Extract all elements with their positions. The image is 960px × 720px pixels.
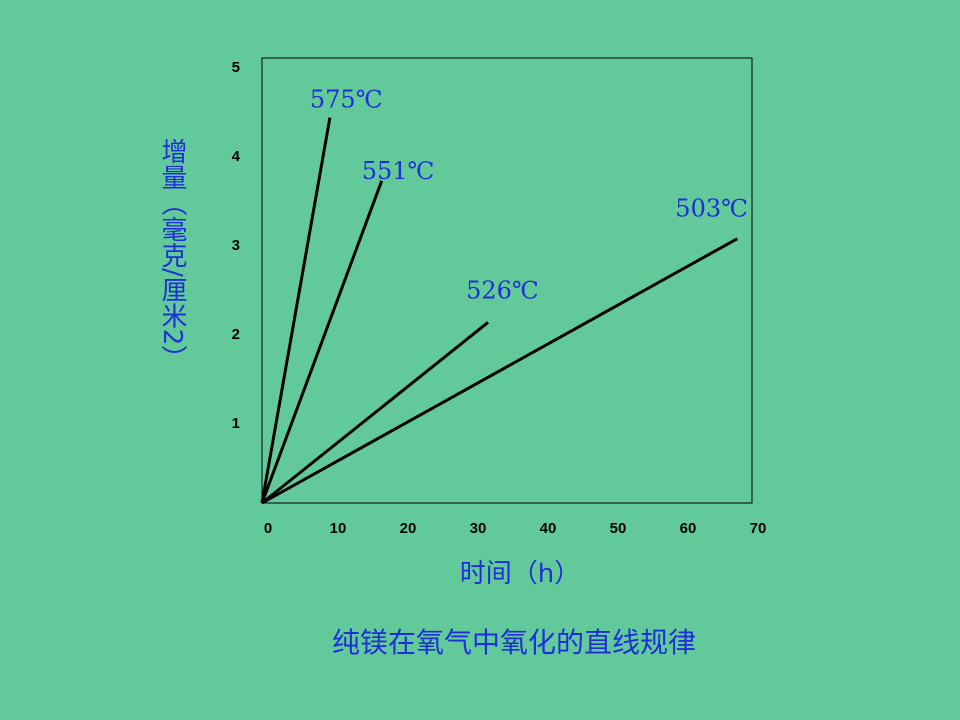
series-label: 526℃ [466,276,539,304]
x-tick-label: 30 [470,520,487,537]
plot-frame [261,57,753,504]
y-tick-label: 5 [232,59,240,76]
x-tick-label: 0 [264,520,272,537]
x-tick-label: 70 [750,520,767,537]
series-label: 503℃ [675,195,748,223]
series-label: 575℃ [310,86,383,114]
x-tick-label: 40 [540,520,557,537]
series-line [261,237,739,505]
y-tick-label: 2 [232,326,240,343]
x-tick-label: 50 [610,520,627,537]
series-line [260,180,384,504]
y-tick-label: 4 [232,148,241,165]
series-line [261,321,490,505]
series-line [260,117,332,504]
y-tick-label: 1 [232,415,240,432]
x-tick-label: 60 [680,520,697,537]
chart-title: 纯镁在氧气中氧化的直线规律 [332,626,696,659]
y-axis-label: 增量（毫克/厘米2） [157,138,187,371]
x-axis-label: 时间（h） [460,559,580,589]
x-tick-label: 20 [400,520,417,537]
y-tick-label: 3 [232,237,240,254]
series-label: 551℃ [362,157,435,185]
x-tick-label: 10 [330,520,347,537]
